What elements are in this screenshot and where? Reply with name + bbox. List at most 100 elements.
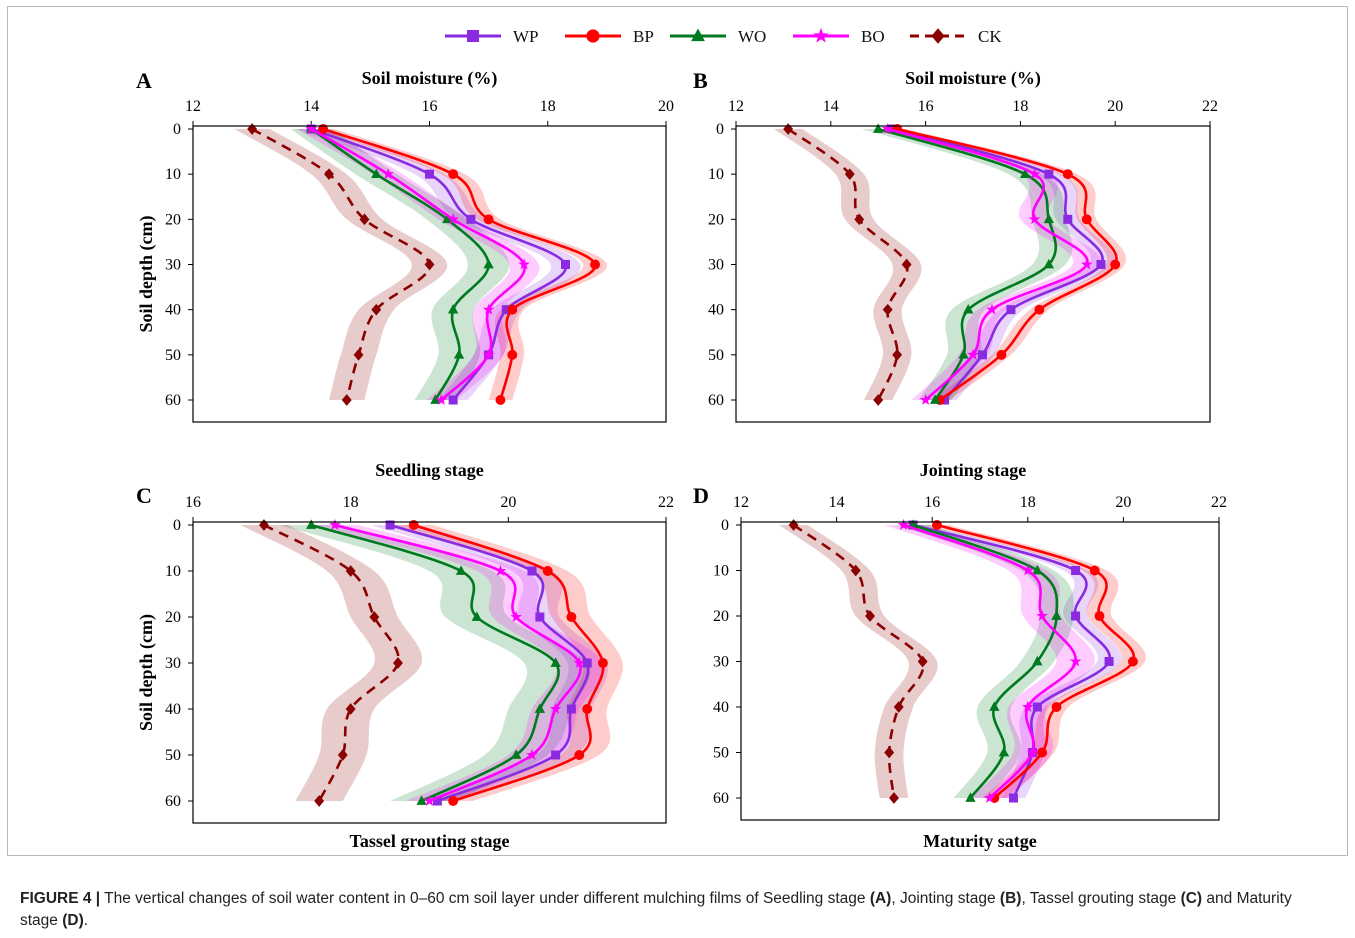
y-tick-label-a-0: 0 xyxy=(173,121,181,138)
marker-a-ck-10 xyxy=(324,168,334,181)
marker-d-wp-20 xyxy=(1071,611,1081,621)
x-tick-label-a-16: 16 xyxy=(422,98,438,115)
caption-text-2: , Jointing stage xyxy=(891,890,1000,907)
marker-b-wo-40 xyxy=(963,304,974,314)
x-tick-label-a-20: 20 xyxy=(658,98,674,115)
x-axis-label-b: Soil moisture (%) xyxy=(905,68,1041,89)
marker-a-bp-10 xyxy=(448,169,459,180)
marker-a-wp-60 xyxy=(448,395,458,405)
marker-a-bo-10 xyxy=(382,168,394,180)
y-tick-label-c-0: 0 xyxy=(173,517,181,534)
y-tick-label-c-10: 10 xyxy=(165,563,181,580)
marker-d-bo-50 xyxy=(1026,746,1039,758)
y-tick-label-a-10: 10 xyxy=(165,166,181,183)
legend-marker-wo xyxy=(691,28,705,42)
marker-c-bp-10 xyxy=(542,566,553,576)
x-tick-label-b-20: 20 xyxy=(1107,98,1123,115)
panel-title-c: Tassel grouting stage xyxy=(349,831,509,851)
marker-c-ck-60 xyxy=(314,795,325,807)
panel-letter-a: A xyxy=(136,68,152,93)
marker-b-wo-20 xyxy=(1043,213,1055,224)
marker-b-bp-30 xyxy=(1110,259,1121,270)
marker-a-ck-60 xyxy=(341,394,352,406)
x-tick-label-d-22: 22 xyxy=(1211,494,1227,511)
x-axis-label-a: Soil moisture (%) xyxy=(362,68,498,89)
marker-d-ck-20 xyxy=(865,610,876,622)
legend-label-ck: CK xyxy=(978,27,1002,46)
marker-a-bp-20 xyxy=(483,214,494,225)
band-a-wp xyxy=(296,129,581,400)
band-b-wp xyxy=(880,129,1115,400)
marker-c-wo-60 xyxy=(416,795,427,805)
marker-c-bo-0 xyxy=(329,518,341,530)
band-b-bo xyxy=(873,129,1102,400)
caption-ref-b: (B) xyxy=(999,890,1022,907)
band-d-ck xyxy=(779,525,938,798)
marker-b-bo-0 xyxy=(881,122,894,134)
marker-c-bo-50 xyxy=(526,748,538,760)
marker-a-wp-20 xyxy=(466,214,476,224)
y-tick-label-b-20: 20 xyxy=(708,211,724,228)
x-tick-label-d-20: 20 xyxy=(1115,494,1131,511)
panel-title-d: Maturity satge xyxy=(923,831,1036,851)
x-tick-label-b-16: 16 xyxy=(918,98,934,115)
band-c-ck xyxy=(240,525,423,801)
marker-b-bo-30 xyxy=(1081,258,1093,270)
marker-a-bo-30 xyxy=(518,258,530,270)
marker-a-wo-30 xyxy=(483,258,494,269)
band-a-bo xyxy=(296,129,540,400)
caption-text-1: The vertical changes of soil water conte… xyxy=(100,890,870,907)
marker-d-ck-10 xyxy=(850,564,861,577)
marker-d-bp-10 xyxy=(1089,565,1100,576)
marker-b-bp-40 xyxy=(1034,304,1045,315)
marker-b-ck-50 xyxy=(892,348,903,361)
y-tick-label-b-0: 0 xyxy=(716,121,724,138)
marker-d-bo-10 xyxy=(1022,564,1034,576)
x-tick-label-a-12: 12 xyxy=(185,98,201,115)
marker-d-wo-60 xyxy=(965,792,976,802)
marker-a-wo-40 xyxy=(447,304,459,314)
series-group-d xyxy=(779,518,1146,804)
marker-d-wo-30 xyxy=(1032,655,1043,666)
band-d-bp xyxy=(925,525,1146,798)
marker-c-bo-60 xyxy=(423,794,436,806)
marker-d-wp-10 xyxy=(1071,566,1081,575)
marker-d-ck-50 xyxy=(884,746,895,759)
marker-a-bo-0 xyxy=(305,122,317,134)
panel-title-b: Jointing stage xyxy=(920,460,1027,480)
marker-d-wp-60 xyxy=(1008,793,1018,803)
marker-a-bp-40 xyxy=(507,304,518,315)
y-tick-label-d-30: 30 xyxy=(713,654,729,671)
figure-frame xyxy=(7,6,1348,856)
legend-marker-wp xyxy=(467,30,479,42)
marker-a-wo-10 xyxy=(371,168,382,178)
marker-c-bo-20 xyxy=(510,610,522,622)
panel-letter-d: D xyxy=(693,483,709,508)
marker-b-ck-30 xyxy=(901,258,912,271)
marker-a-wp-30 xyxy=(560,260,570,269)
marker-b-wo-30 xyxy=(1043,258,1055,269)
marker-c-bp-40 xyxy=(582,704,593,714)
y-tick-label-a-60: 60 xyxy=(165,392,181,409)
legend-item-wp: WP xyxy=(445,27,539,46)
x-tick-label-c-18: 18 xyxy=(343,494,359,511)
panel-a: A Soil moisture (%) 12 14 16 18 20 0 10 20 30 40 50 6… xyxy=(136,68,674,480)
x-tick-label-d-18: 18 xyxy=(1020,494,1036,511)
marker-d-bo-60 xyxy=(983,791,996,803)
marker-b-wp-20 xyxy=(1063,214,1073,224)
marker-c-ck-10 xyxy=(345,565,356,577)
panel-b: B Soil moisture (%) 12 14 16 18 20 22 0 10 20 30 40 5… xyxy=(693,68,1218,480)
marker-d-ck-40 xyxy=(893,701,904,713)
band-d-bo xyxy=(884,525,1095,798)
series-group-a xyxy=(234,122,608,406)
marker-c-wp-50 xyxy=(551,750,561,760)
marker-d-ck-60 xyxy=(889,792,899,804)
band-b-bp xyxy=(887,129,1127,400)
legend-marker-bp xyxy=(586,29,600,43)
y-tick-label-c-50: 50 xyxy=(165,747,181,764)
marker-a-bo-50 xyxy=(482,348,495,360)
panel-letter-b: B xyxy=(693,68,708,93)
legend-label-bo: BO xyxy=(861,27,885,46)
panel-letter-c: C xyxy=(136,483,152,508)
marker-c-bp-60 xyxy=(448,796,459,806)
